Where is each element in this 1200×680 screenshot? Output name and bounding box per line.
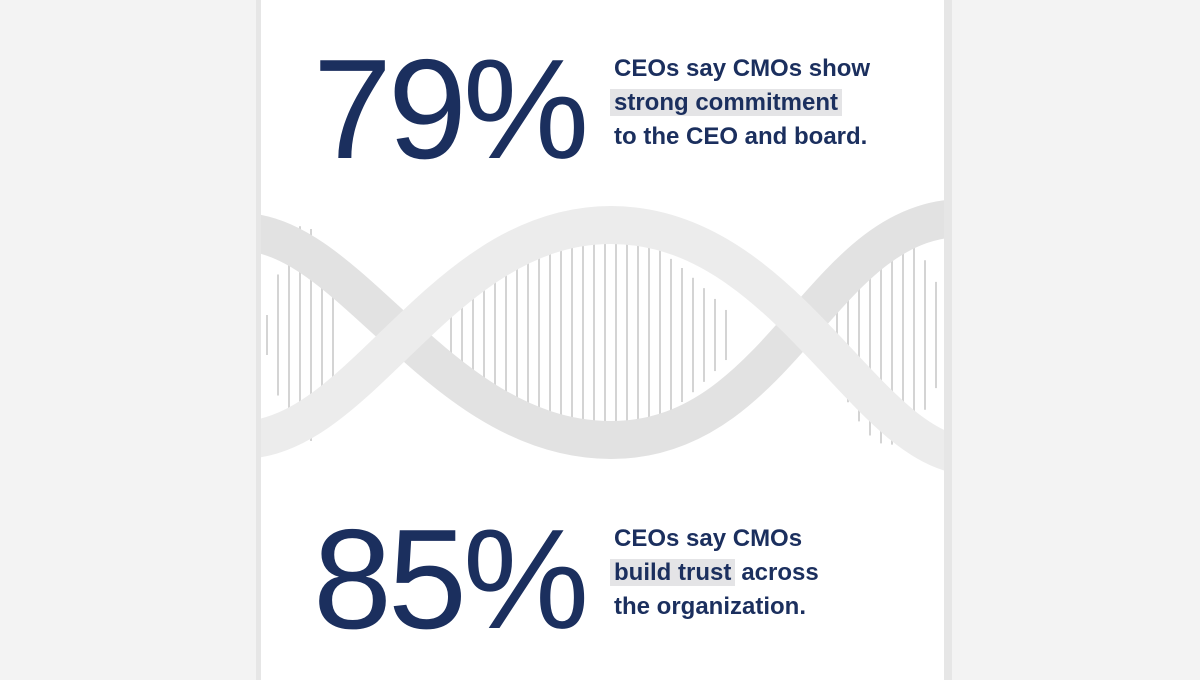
infographic-panel: 79% CEOs say CMOs show strong commitment to… <box>256 0 952 680</box>
highlighted-text: build trust <box>610 559 736 586</box>
text: CEOs say CMOs show <box>614 55 871 82</box>
text: the organization. <box>614 593 806 620</box>
stat-value: 85% <box>313 500 589 659</box>
dna-illustration <box>261 200 944 471</box>
dna-strand <box>261 205 944 471</box>
description-line: the organization. <box>614 590 819 624</box>
stat-description: CEOs say CMOs build trust across the organi… <box>610 522 819 624</box>
text: to the CEO and board. <box>614 123 868 150</box>
stat-value: 79% <box>313 30 589 189</box>
description-line: CEOs say CMOs show <box>614 52 870 86</box>
dna-strand <box>261 200 944 460</box>
stat-block: 85% CEOs say CMOs build trust across the org… <box>261 500 944 660</box>
description-line: build trust across <box>610 556 819 590</box>
stat-block: 79% CEOs say CMOs show strong commitment to… <box>261 30 944 190</box>
highlighted-text: strong commitment <box>610 89 843 116</box>
description-line: strong commitment <box>610 86 870 120</box>
text: across <box>741 559 819 586</box>
stat-description: CEOs say CMOs show strong commitment to th… <box>610 52 870 154</box>
description-line: CEOs say CMOs <box>614 522 819 556</box>
description-line: to the CEO and board. <box>614 120 870 154</box>
text: CEOs say CMOs <box>614 525 803 552</box>
